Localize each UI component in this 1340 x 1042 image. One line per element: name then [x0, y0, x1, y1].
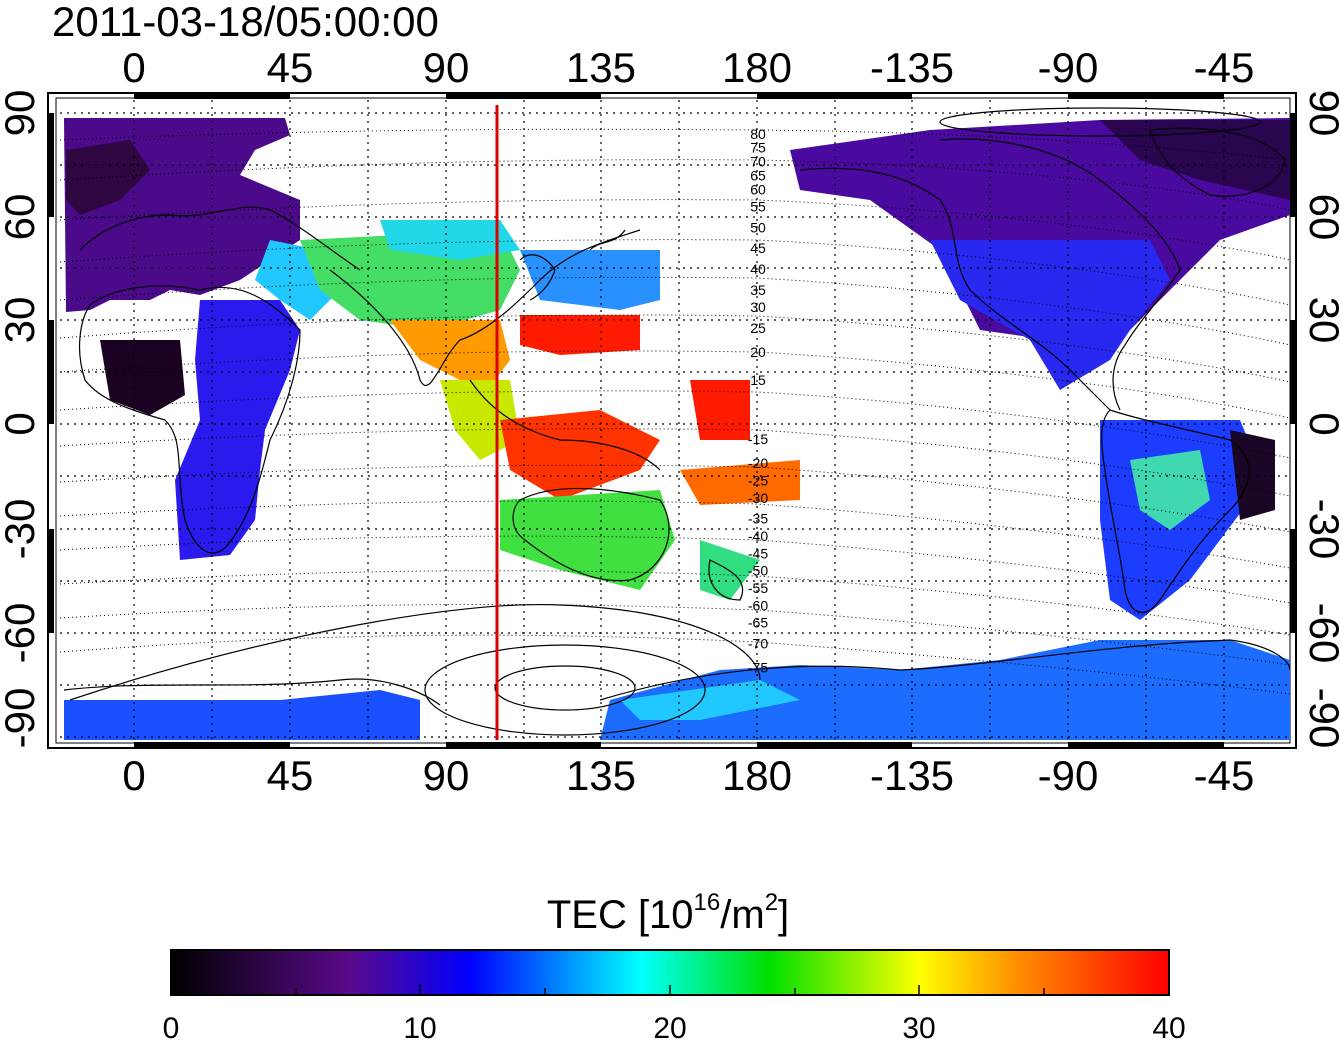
- contour-label: -70: [748, 635, 768, 651]
- colorbar-tick-label: 40: [1152, 1012, 1185, 1042]
- tec-region-indonesia-red: [500, 410, 660, 500]
- left-latitude-ticks: 90 60 30 0 -30 -60 -90: [0, 90, 43, 749]
- contour-label: 35: [750, 282, 766, 298]
- top-tick-label: -135: [870, 44, 954, 91]
- contour-label: -45: [748, 545, 768, 561]
- contour-label: -50: [748, 563, 768, 579]
- map-title: 2011-03-18/05:00:00: [52, 0, 439, 45]
- bottom-tick-label: 0: [122, 752, 145, 799]
- bottom-tick-label: -90: [1038, 752, 1099, 799]
- contour-label: -40: [748, 528, 768, 544]
- top-tick-label: 135: [566, 44, 636, 91]
- contour-label: -75: [748, 660, 768, 676]
- right-tick-label: -60: [1301, 603, 1340, 664]
- contour-label: 60: [750, 181, 766, 197]
- left-tick-label: -60: [0, 603, 43, 664]
- top-tick-label: -90: [1038, 44, 1099, 91]
- tec-region-greenland-dark: [1100, 120, 1290, 200]
- contour-label: 55: [750, 199, 766, 215]
- magnetic-pole-contours: [69, 107, 1261, 736]
- top-tick-label: 90: [423, 44, 470, 91]
- left-tick-label: 30: [0, 297, 43, 344]
- contour-label: -55: [748, 580, 768, 596]
- tec-data-layer: [64, 118, 1290, 740]
- contour-label: -25: [748, 472, 768, 488]
- contour-label: 25: [750, 320, 766, 336]
- tec-region-china-blue: [520, 250, 660, 310]
- contour-label: 65: [750, 167, 766, 183]
- tec-region-pacific-orange: [680, 460, 800, 505]
- colorbar-label: TEC [1016/m2]: [547, 889, 789, 937]
- bottom-tick-label: 45: [267, 752, 314, 799]
- bottom-tick-label: 180: [722, 752, 792, 799]
- right-tick-label: 30: [1301, 297, 1340, 344]
- contour-label: -30: [748, 490, 768, 506]
- bottom-tick-label: 135: [566, 752, 636, 799]
- tec-region-asia-cyan: [380, 220, 520, 260]
- contour-label: 75: [750, 140, 766, 156]
- right-latitude-ticks: 90 60 30 0 -30 -60 -90: [1301, 90, 1340, 749]
- tec-region-china-red: [520, 315, 640, 355]
- tec-region-africa-dark: [100, 340, 185, 415]
- contour-label: 40: [750, 261, 766, 277]
- tec-region-samerica-cyan: [1130, 450, 1210, 530]
- bottom-longitude-ticks: 0 45 90 135 180 -135 -90 -45: [122, 752, 1254, 799]
- right-tick-label: 60: [1301, 194, 1340, 241]
- colorbar-tick-label: 10: [403, 1012, 436, 1042]
- top-longitude-ticks: 0 45 90 135 180 -135 -90 -45: [122, 44, 1254, 91]
- contour-label: 30: [750, 299, 766, 315]
- top-tick-label: -45: [1194, 44, 1255, 91]
- tec-region-namerica-blue: [930, 240, 1170, 390]
- right-tick-label: 90: [1301, 90, 1340, 137]
- right-tick-label: 0: [1301, 412, 1340, 435]
- top-tick-label: 180: [722, 44, 792, 91]
- contour-label: -35: [748, 511, 768, 527]
- bottom-tick-label: -45: [1194, 752, 1255, 799]
- tec-region-nz-green: [700, 540, 760, 600]
- tec-region-pacific-red: [690, 380, 750, 440]
- tec-region-seasia-yellow: [440, 380, 520, 460]
- left-tick-label: -30: [0, 499, 43, 560]
- contour-label: 70: [750, 154, 766, 170]
- magnetic-contours: [60, 128, 1290, 695]
- tec-region-africa-blue: [175, 300, 300, 560]
- top-tick-label: 45: [267, 44, 314, 91]
- left-tick-label: 90: [0, 90, 43, 137]
- contour-label: 45: [750, 240, 766, 256]
- contour-label: 15: [750, 372, 766, 388]
- top-tick-label: 0: [122, 44, 145, 91]
- contour-label: 50: [750, 219, 766, 235]
- contour-label: -15: [748, 431, 768, 447]
- tec-region-antarctica-cyan: [620, 680, 800, 720]
- map-grid: [60, 100, 1290, 740]
- tec-region-antarctica-west: [64, 690, 420, 740]
- map-frame: [47, 92, 1297, 749]
- bottom-tick-label: 90: [423, 752, 470, 799]
- tec-region-antarctica-blue: [600, 640, 1290, 740]
- colorbar-tick-label: 20: [653, 1012, 686, 1042]
- contour-label: -20: [748, 455, 768, 471]
- bottom-tick-label: -135: [870, 752, 954, 799]
- left-tick-label: 60: [0, 194, 43, 241]
- colorbar: TEC [1016/m2] 0 10 20 30 40: [163, 889, 1186, 1042]
- contour-label: 80: [750, 126, 766, 142]
- tec-region-brazil-dark: [1230, 430, 1275, 520]
- coastlines: [63, 127, 1290, 706]
- colorbar-tick-label: 30: [902, 1012, 935, 1042]
- contour-label: -65: [748, 615, 768, 631]
- right-tick-label: -90: [1301, 688, 1340, 749]
- tec-region-australia-green: [500, 490, 675, 590]
- left-tick-label: 0: [0, 412, 43, 435]
- contour-label: 20: [750, 344, 766, 360]
- right-tick-label: -30: [1301, 499, 1340, 560]
- left-tick-label: -90: [0, 688, 43, 749]
- contour-label: -60: [748, 597, 768, 613]
- colorbar-tick-label: 0: [163, 1012, 180, 1042]
